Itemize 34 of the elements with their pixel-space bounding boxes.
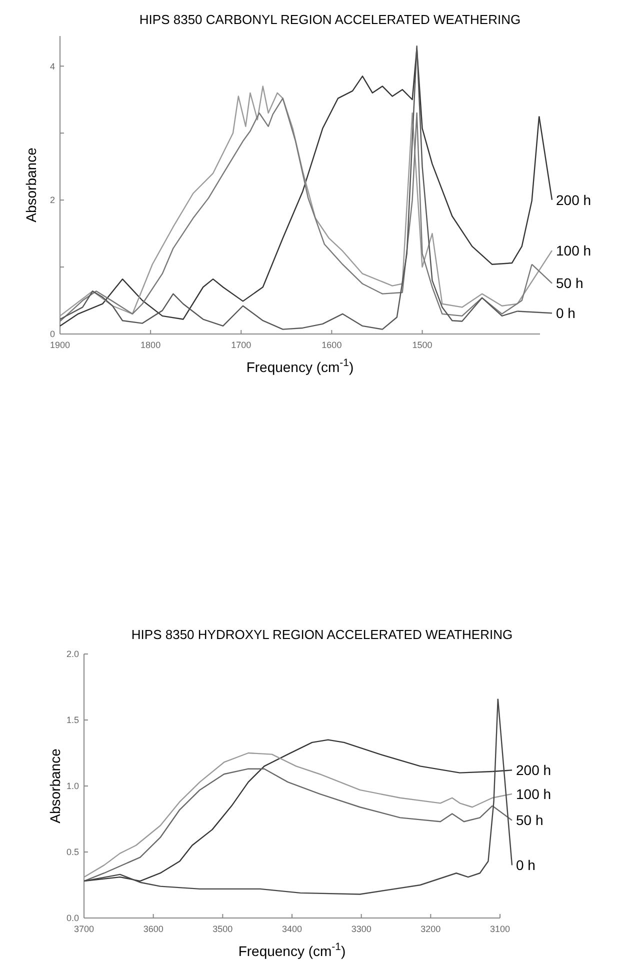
x-axis-title: Frequency (cm$^{-1}$) xyxy=(246,357,354,375)
x-tick-label: 3500 xyxy=(212,924,233,934)
chart-title: HIPS 8350 HYDROXYL REGION ACCELERATED WEATHERING xyxy=(131,627,513,642)
x-tick-label: 1900 xyxy=(50,340,70,350)
x-tick-label: 1700 xyxy=(231,340,252,350)
x-tick-label: 1600 xyxy=(322,340,342,350)
x-tick-label: 3100 xyxy=(490,924,510,934)
y-tick-label: 2.0 xyxy=(66,649,79,660)
legend-label: 50 h xyxy=(556,275,584,292)
legend-label: 100 h xyxy=(516,786,552,802)
y-tick-label: 0.0 xyxy=(66,913,79,924)
chart-title: HIPS 8350 CARBONYL REGION ACCELERATED WEATHERING xyxy=(139,12,521,27)
x-tick-label: 3200 xyxy=(420,924,441,934)
y-tick-label: 1.0 xyxy=(66,781,79,792)
series-label: 0 h xyxy=(516,857,536,874)
y-tick-label: 1.5 xyxy=(66,715,79,726)
text: 100 h xyxy=(556,242,592,258)
series-label: 200 h xyxy=(556,192,592,208)
y-axis-title: Absorbance xyxy=(47,748,63,824)
x-tick-label: 1800 xyxy=(140,340,161,350)
y-tick-label: 2 xyxy=(50,195,55,206)
x-tick-label: 1500 xyxy=(412,340,432,350)
y-tick-label: 0 xyxy=(50,329,55,340)
y-axis-title: Absorbance xyxy=(23,147,39,222)
x-tick-label: 3400 xyxy=(282,924,302,934)
legend-label: 50 h xyxy=(516,812,544,828)
x-tick-label: 3700 xyxy=(74,924,94,934)
x-tick-label: 3300 xyxy=(351,924,372,934)
legend-label: 200 h xyxy=(516,762,552,778)
x-axis-title: Frequency (cm$^{-1}$) xyxy=(238,941,346,959)
legend-label: 0 h xyxy=(556,305,576,322)
x-tick-label: 3600 xyxy=(143,924,164,934)
y-tick-label: 0.5 xyxy=(66,847,79,858)
y-tick-label: 4 xyxy=(50,61,55,72)
